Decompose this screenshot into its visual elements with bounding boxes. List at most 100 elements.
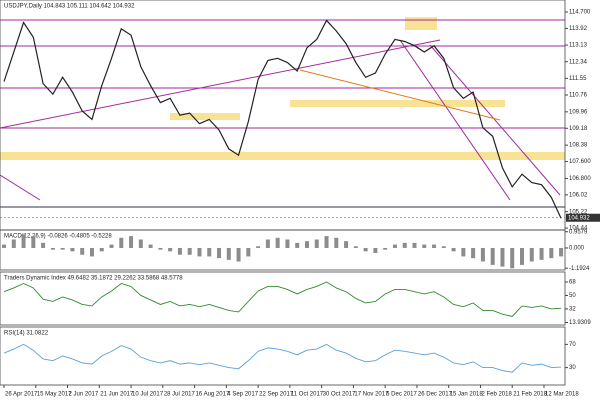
bar <box>256 246 261 248</box>
bar <box>461 247 466 257</box>
panel-title: MACD(12,26,9) -0.0826 -0.4805 -0.5228 <box>4 234 112 240</box>
x-tick-label: 6 Dec 2017 <box>386 392 417 398</box>
bar <box>246 247 251 257</box>
zone <box>170 113 240 120</box>
y-tick-label: 13.9309 <box>569 320 591 326</box>
panel-frame <box>0 271 566 326</box>
bar <box>70 247 75 252</box>
bar <box>89 247 94 257</box>
bar <box>529 247 534 262</box>
last-price-label: 104.932 <box>568 215 590 221</box>
x-tick-label: 17 Nov 2017 <box>354 392 389 398</box>
y-tick-label: 32 <box>569 307 576 313</box>
price-tag <box>566 213 600 222</box>
bar <box>236 247 241 262</box>
bar <box>314 239 319 248</box>
x-tick-label: 12 Mar 2018 <box>545 392 579 398</box>
x-tick-label: 30 Oct 2017 <box>323 392 356 398</box>
bar <box>158 247 163 250</box>
bar <box>119 237 124 248</box>
bar <box>265 239 270 248</box>
bar <box>168 247 173 252</box>
bar <box>471 247 476 259</box>
bar <box>383 247 388 250</box>
bar <box>275 237 280 248</box>
bar <box>148 244 153 248</box>
trend-line <box>299 69 501 121</box>
zone <box>0 152 565 160</box>
bar <box>11 239 16 248</box>
bar <box>334 237 339 248</box>
bar <box>129 236 134 248</box>
bar <box>373 247 378 254</box>
y-tick-label: 50 <box>569 293 576 299</box>
y-tick-label: 104.44 <box>569 226 588 232</box>
bar <box>539 247 544 260</box>
x-tick-label: 15 Jan 2018 <box>450 392 484 398</box>
bar <box>31 236 36 248</box>
bar <box>432 244 437 248</box>
bar <box>304 241 309 248</box>
y-tick-label: 105.22 <box>569 209 588 215</box>
trend-line <box>0 39 441 129</box>
trend-line <box>0 174 41 201</box>
y-tick-label: 107.600 <box>569 159 591 165</box>
y-tick-label: 30 <box>569 365 576 371</box>
bar <box>80 247 85 255</box>
bar <box>285 239 290 248</box>
x-tick-label: 2 Jun 2017 <box>69 392 99 398</box>
bar <box>519 247 524 265</box>
bar <box>2 244 7 248</box>
x-tick-label: 26 Apr 2017 <box>5 392 38 398</box>
bar <box>109 244 114 248</box>
x-tick-label: 4 Sep 2017 <box>227 392 258 398</box>
data-line <box>3 19 562 219</box>
bar <box>197 247 202 257</box>
panel-frame <box>0 326 566 386</box>
x-tick-label: 11 Oct 2017 <box>291 392 324 398</box>
bar <box>41 242 46 248</box>
zone <box>405 17 437 30</box>
x-tick-label: 21 Jun 2017 <box>100 392 134 398</box>
y-tick-label: 113.92 <box>569 26 588 32</box>
bar <box>226 247 231 260</box>
bar <box>402 242 407 248</box>
panel-title: Traders Dynamic Index 49.6482 35.1872 29… <box>4 276 183 282</box>
bar <box>412 242 417 248</box>
bar <box>99 247 104 252</box>
y-tick-label: 109.96 <box>569 109 588 115</box>
bar <box>324 236 329 248</box>
y-tick-label: -1.1924 <box>569 266 590 272</box>
bar <box>344 241 349 248</box>
bar <box>392 244 397 248</box>
trend-line <box>429 44 561 196</box>
panel-title: USDJPY,Daily 104.843 105.111 104.642 104… <box>4 4 135 10</box>
bar <box>549 247 554 259</box>
x-tick-label: 2 Feb 2018 <box>481 392 512 398</box>
x-tick-label: 16 Aug 2017 <box>196 392 230 398</box>
bar <box>207 247 212 257</box>
bar <box>441 246 446 248</box>
y-tick-label: 70 <box>569 342 576 348</box>
bar <box>353 246 358 248</box>
data-line <box>3 281 562 317</box>
bar <box>60 247 65 250</box>
bar <box>451 247 456 252</box>
panel-frame <box>0 229 566 271</box>
bar <box>490 247 495 265</box>
drawings <box>0 19 565 208</box>
x-tick-label: 21 Feb 2018 <box>513 392 547 398</box>
y-tick-label: 113.13 <box>569 43 588 49</box>
y-tick-label: 112.34 <box>569 59 588 65</box>
y-tick-label: 68 <box>569 280 576 286</box>
y-tick-label: 106.02 <box>569 192 588 198</box>
x-tick-label: 10 Jul 2017 <box>132 392 164 398</box>
bar <box>422 244 427 248</box>
bar <box>138 239 143 248</box>
data-line <box>3 343 562 373</box>
y-tick-label: 106.800 <box>569 176 591 182</box>
bar <box>187 247 192 255</box>
y-tick-label: 114.700 <box>569 10 591 16</box>
